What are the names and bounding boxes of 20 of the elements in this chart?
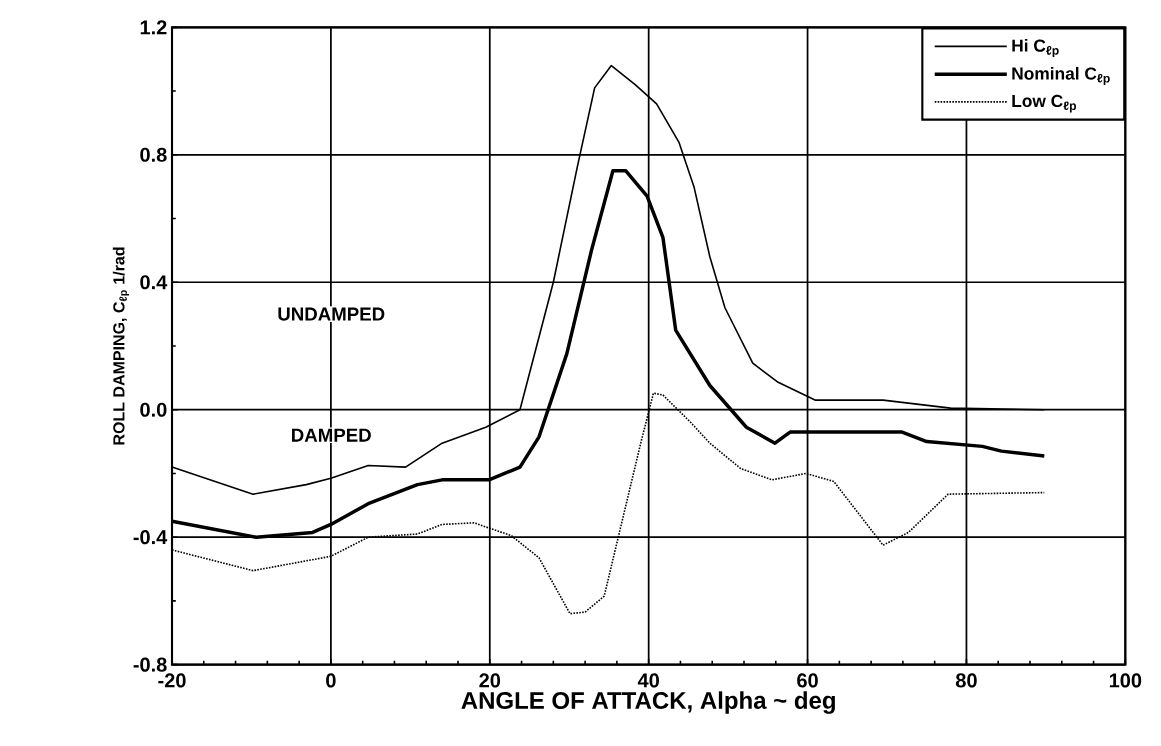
y-tick-label: -0.8 — [133, 657, 167, 672]
x-tick-label: 40 — [637, 673, 659, 688]
y-axis-title: ROLL DAMPING, C$_{ℓp}$ 1/rad — [112, 247, 130, 445]
legend-label: Hi C$_{ℓp}$ — [1012, 39, 1059, 58]
y-tick-label: -0.4 — [133, 530, 168, 545]
legend-label: Low C$_{ℓp}$ — [1012, 94, 1077, 113]
annotation: UNDAMPED — [278, 307, 385, 321]
y-tick-label: 0.0 — [140, 402, 167, 417]
x-tick-label: 60 — [797, 673, 818, 688]
x-tick-label: 100 — [1109, 673, 1142, 688]
x-tick-label: 80 — [955, 673, 977, 688]
y-tick-label: 1.2 — [140, 20, 167, 35]
y-tick-label: 0.4 — [140, 275, 168, 290]
x-tick-label: 20 — [479, 673, 501, 688]
x-tick-label: 0 — [326, 673, 336, 688]
annotation: DAMPED — [292, 428, 371, 442]
legend-label: Nominal C$_{ℓp}$ — [1012, 66, 1110, 85]
x-tick-label: -20 — [158, 673, 186, 688]
x-axis-title: ANGLE OF ATTACK, Alpha ~ deg — [461, 691, 835, 714]
y-tick-label: 0.8 — [140, 147, 167, 162]
